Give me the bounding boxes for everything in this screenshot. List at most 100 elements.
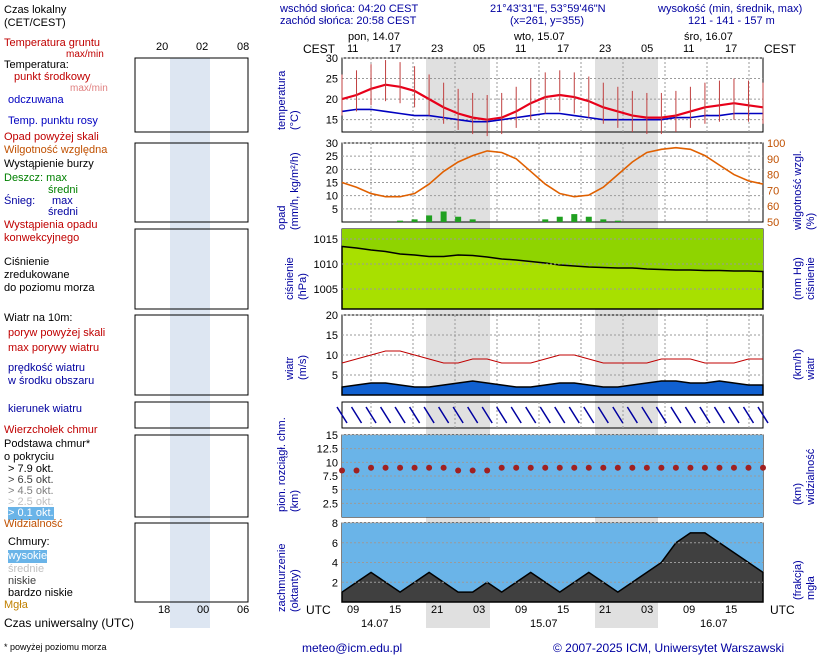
legend-conv: Wystąpienia opadu konwekcyjnego bbox=[4, 219, 98, 244]
legend-cb-top: Wierzchołek chmur bbox=[4, 424, 98, 436]
tick-label: 20 bbox=[326, 94, 338, 106]
tick-label: 20 bbox=[326, 310, 338, 322]
wind-area bbox=[341, 380, 764, 396]
gust-line bbox=[341, 350, 763, 364]
cb-top-dot bbox=[411, 464, 418, 471]
precip-bar bbox=[411, 219, 418, 222]
utc-hour-3: 03 bbox=[473, 604, 486, 616]
wind-arrow bbox=[713, 406, 726, 424]
tick-label: 8 bbox=[332, 518, 338, 530]
cb-top-dot bbox=[556, 464, 563, 471]
utc-hour-7: 03 bbox=[641, 604, 654, 616]
legend-hour-20: 20 bbox=[156, 41, 169, 53]
footnote: * powyżej poziomu morza bbox=[4, 642, 107, 652]
cb-top-dot bbox=[368, 464, 375, 471]
legend-okt65: > 6.5 okt. bbox=[8, 474, 54, 486]
grid-text: (x=261, y=355) bbox=[510, 15, 584, 27]
wind-arrow bbox=[597, 406, 609, 424]
sunset-text: zachód słońca: 20:58 CEST bbox=[280, 15, 417, 27]
legend-snow-max: max bbox=[52, 195, 73, 207]
cest-hour-8: 11 bbox=[683, 43, 695, 55]
dew-series-line bbox=[341, 108, 763, 123]
wind-arrow bbox=[641, 406, 653, 424]
tick-label: 2.5 bbox=[323, 498, 338, 510]
utc-hour-8: 09 bbox=[683, 604, 696, 616]
tick-label: 15 bbox=[326, 178, 338, 190]
utc-hour-5: 15 bbox=[557, 604, 570, 616]
legend-snow-mid: średni bbox=[48, 206, 78, 218]
tick-label-humidity: 70 bbox=[767, 185, 779, 197]
wind-arrow bbox=[568, 406, 580, 424]
cb-top-dot bbox=[571, 464, 578, 471]
utc-hour-2: 21 bbox=[431, 604, 444, 616]
utc-hour-0: 09 bbox=[347, 604, 360, 616]
legend-utc-18: 18 bbox=[158, 604, 171, 616]
cb-top-dot bbox=[426, 464, 433, 471]
legend-very-low: bardzo niskie bbox=[8, 587, 73, 599]
utc-hour-9: 15 bbox=[725, 604, 738, 616]
legend-utc: Czas uniwersalny (UTC) bbox=[4, 616, 135, 630]
wind-arrow bbox=[481, 406, 493, 424]
precip-bar bbox=[600, 219, 607, 222]
cb-top-dot bbox=[614, 464, 621, 471]
footer-email[interactable]: meteo@icm.edu.pl bbox=[302, 641, 403, 655]
legend-utc-06: 06 bbox=[237, 604, 250, 616]
frame-winddir bbox=[341, 401, 764, 429]
wind-arrow bbox=[510, 406, 522, 424]
legend-frame-cloud_base bbox=[134, 434, 249, 518]
cest-hour-3: 05 bbox=[473, 43, 486, 55]
cb-top-dot bbox=[716, 464, 723, 471]
precip-bar bbox=[585, 216, 592, 222]
cb-top-dot bbox=[600, 464, 607, 471]
precip-bar bbox=[397, 220, 404, 222]
tick-label: 1010 bbox=[314, 259, 338, 271]
wind-arrow bbox=[539, 406, 551, 424]
utc-hour-1: 15 bbox=[389, 604, 402, 616]
legend-pressure: Ciśnienie zredukowane do poziomu morza bbox=[4, 256, 95, 294]
tick-label: 10 bbox=[326, 457, 338, 469]
coords-text: 21°43'31"E, 53°59'46"N bbox=[490, 3, 606, 15]
cb-top-dot bbox=[484, 467, 491, 474]
legend-hour-02: 02 bbox=[196, 41, 209, 53]
wind-arrow bbox=[742, 406, 755, 424]
cb-top-dot bbox=[455, 467, 462, 474]
legend-visibility: Widzialność bbox=[4, 518, 63, 530]
legend-mid: punkt środkowy bbox=[14, 71, 91, 83]
day-bottom-3: 16.07 bbox=[700, 618, 728, 630]
precip-bar bbox=[426, 215, 433, 222]
tick-label: 25 bbox=[326, 151, 338, 163]
legend-precip-above: Opad powyżej skali bbox=[4, 131, 99, 143]
legend-okt79: > 7.9 okt. bbox=[8, 463, 54, 475]
precip-bar bbox=[614, 220, 621, 222]
precip-bar bbox=[571, 214, 578, 222]
legend-utc-00: 00 bbox=[197, 604, 210, 616]
legend-humidity: Wilgotność względna bbox=[4, 144, 108, 156]
tick-label-humidity: 60 bbox=[767, 201, 779, 213]
axis-fog: (frakcja) mgła bbox=[792, 560, 817, 600]
legend-perceived: odczuwana bbox=[8, 94, 64, 106]
precip-bar bbox=[556, 216, 563, 222]
cb-top-dot bbox=[672, 464, 679, 471]
utc-left: UTC bbox=[306, 603, 331, 617]
legend-frame-pressure bbox=[134, 228, 249, 310]
cest-hour-1: 17 bbox=[389, 43, 402, 55]
legend-cloud-base: Podstawa chmur* o pokryciu bbox=[4, 438, 91, 463]
precip-bar bbox=[440, 211, 447, 222]
legend-snow: Śnieg: bbox=[4, 195, 36, 207]
tick-label: 25 bbox=[326, 74, 338, 86]
cest-hour-9: 17 bbox=[725, 43, 738, 55]
temp-series-line bbox=[341, 83, 764, 121]
legend-temperature: Temperatura: bbox=[4, 59, 69, 71]
day-label-2: wto, 15.07 bbox=[514, 31, 565, 43]
tick-label-humidity: 90 bbox=[767, 154, 779, 166]
axis-wind: wiatr (m/s) bbox=[284, 354, 309, 380]
utc-right: UTC bbox=[770, 603, 795, 617]
tick-label-humidity: 80 bbox=[767, 170, 779, 182]
cest-right: CEST bbox=[764, 42, 797, 56]
wind-arrow bbox=[437, 406, 450, 424]
legend-okt25: > 2.5 okt. bbox=[8, 496, 54, 508]
axis-precip: opad (mm/h, kg/m²/h) bbox=[276, 152, 301, 230]
cest-hour-7: 05 bbox=[641, 43, 654, 55]
legend-frame-cloud_cover bbox=[134, 522, 249, 603]
cb-top-dot bbox=[760, 464, 766, 471]
